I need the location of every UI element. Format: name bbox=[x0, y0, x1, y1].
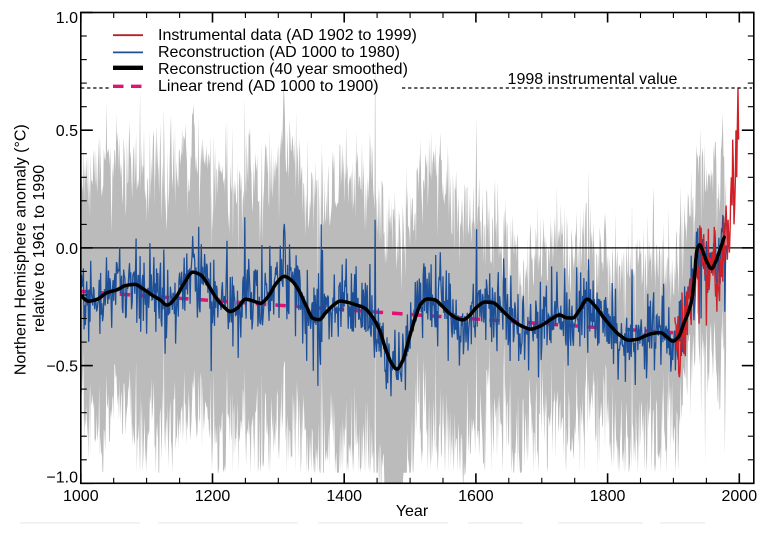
svg-text:0.5: 0.5 bbox=[56, 123, 78, 140]
svg-text:1600: 1600 bbox=[458, 488, 494, 505]
svg-text:Instrumental data (AD 1902 to: Instrumental data (AD 1902 to 1999) bbox=[158, 27, 417, 44]
svg-text:Northern Hemisphere anomaly (°: Northern Hemisphere anomaly (°C) bbox=[13, 124, 30, 375]
svg-text:0.0: 0.0 bbox=[56, 241, 78, 258]
svg-text:2000: 2000 bbox=[722, 488, 758, 505]
svg-text:relative to 1961 to 1990: relative to 1961 to 1990 bbox=[31, 165, 48, 332]
svg-text:1998 instrumental value: 1998 instrumental value bbox=[508, 71, 678, 88]
svg-text:−1.0: −1.0 bbox=[46, 470, 78, 487]
svg-text:Linear trend (AD 1000 to 1900): Linear trend (AD 1000 to 1900) bbox=[158, 78, 379, 95]
svg-text:Reconstruction (40 year smooth: Reconstruction (40 year smoothed) bbox=[158, 61, 408, 78]
svg-text:−0.5: −0.5 bbox=[46, 359, 78, 376]
svg-text:1800: 1800 bbox=[590, 488, 626, 505]
svg-text:1000: 1000 bbox=[63, 488, 99, 505]
svg-text:1200: 1200 bbox=[195, 488, 231, 505]
svg-text:1400: 1400 bbox=[326, 488, 362, 505]
svg-text:Reconstruction (AD 1000 to 198: Reconstruction (AD 1000 to 1980) bbox=[158, 44, 400, 61]
svg-text:Year: Year bbox=[396, 503, 429, 520]
svg-text:1.0: 1.0 bbox=[56, 10, 78, 27]
